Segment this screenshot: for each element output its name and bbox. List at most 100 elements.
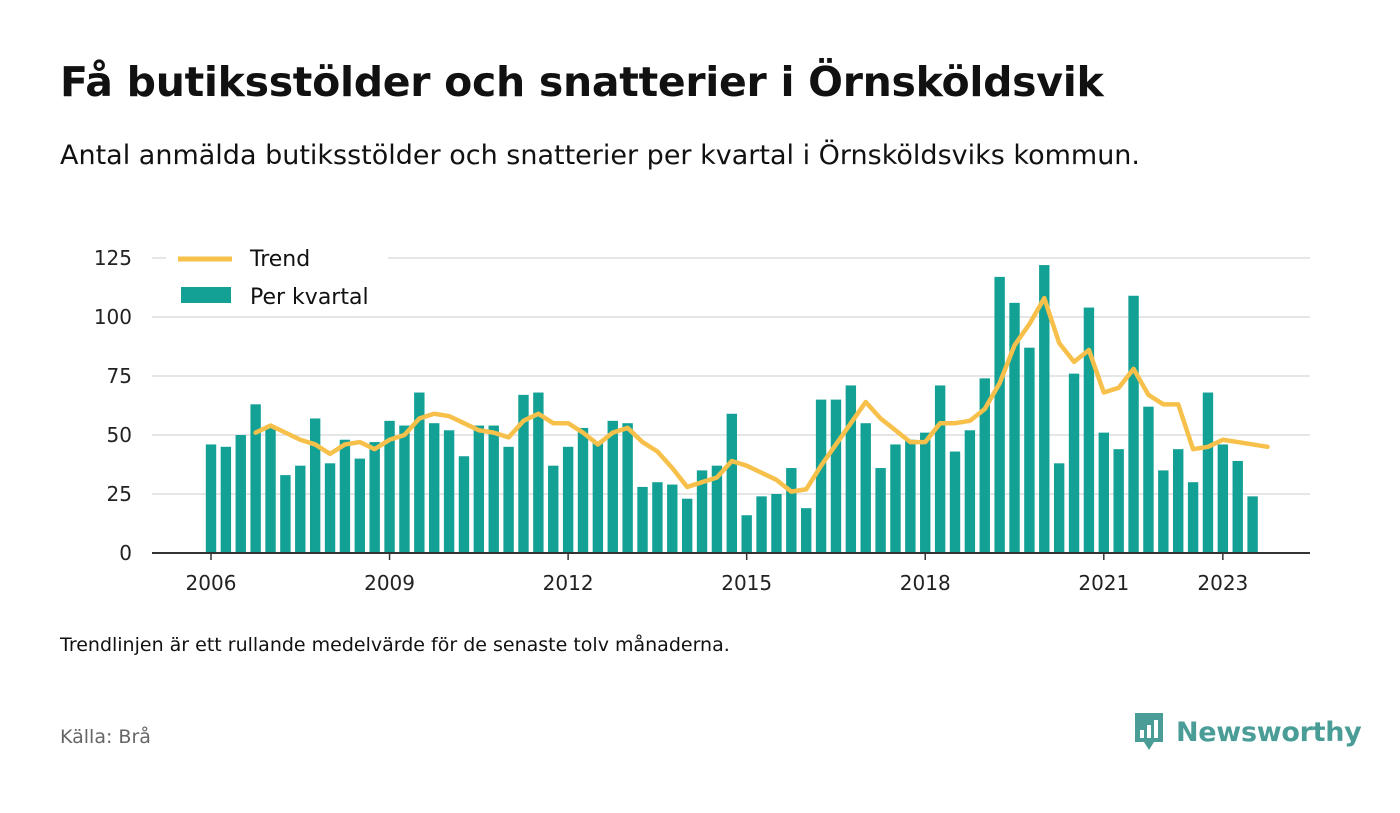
- bar: [205, 444, 217, 553]
- bar: [920, 432, 931, 553]
- bar: [324, 463, 336, 553]
- bar: [518, 394, 529, 553]
- newsworthy-wordmark: Newsworthy: [1176, 716, 1362, 748]
- newsworthy-logo-icon: [1135, 713, 1163, 750]
- bar: [1247, 496, 1258, 553]
- bar: [488, 425, 499, 553]
- bar: [1187, 482, 1199, 553]
- newsworthy-brand: Newsworthy: [1132, 710, 1362, 754]
- x-tick-label: 2009: [364, 571, 415, 595]
- bar: [339, 439, 351, 553]
- bar: [1217, 444, 1229, 553]
- bar: [235, 435, 246, 553]
- bar: [860, 423, 871, 553]
- bar: [771, 494, 782, 553]
- x-tick-label: 2012: [543, 571, 594, 595]
- bar: [741, 515, 752, 553]
- trend-note: Trendlinjen är ett rullande medelvärde f…: [60, 634, 730, 656]
- bar: [309, 418, 321, 553]
- bar: [815, 399, 827, 553]
- x-tick-label: 2006: [186, 571, 237, 595]
- bar: [890, 444, 901, 553]
- trend-line: [253, 295, 1270, 494]
- y-tick-label: 50: [107, 423, 132, 447]
- bar: [1232, 460, 1243, 553]
- bar: [414, 392, 425, 553]
- bar: [652, 482, 663, 553]
- bar: [637, 486, 648, 553]
- bar: [443, 430, 455, 553]
- bar: [1053, 463, 1065, 553]
- y-tick-label: 25: [107, 482, 132, 506]
- bar: [220, 446, 232, 553]
- bar: [265, 427, 276, 553]
- bar: [964, 430, 976, 553]
- bar: [845, 385, 857, 553]
- bar: [801, 508, 812, 553]
- bar: [562, 446, 574, 553]
- x-tick-label: 2015: [721, 571, 772, 595]
- bar: [399, 425, 410, 553]
- legend: Trend Per kvartal: [166, 238, 388, 316]
- bar: [979, 378, 990, 553]
- bar: [711, 465, 723, 553]
- legend-bar-swatch: [181, 287, 231, 303]
- bar: [786, 468, 797, 553]
- bar: [830, 399, 842, 553]
- bar: [994, 276, 1005, 553]
- bar: [1158, 470, 1169, 553]
- bar: [295, 465, 306, 553]
- bar: [592, 442, 604, 553]
- x-tick-label: 2021: [1078, 571, 1129, 595]
- y-axis-ticks: 0 25 50 75 100 125: [94, 246, 132, 565]
- bar: [756, 496, 767, 553]
- bar: [1202, 392, 1214, 553]
- bar: [607, 420, 618, 553]
- bar: [1009, 302, 1020, 553]
- bar: [1173, 449, 1184, 553]
- bar: [1068, 373, 1080, 553]
- bar: [1143, 406, 1154, 553]
- bar: [533, 392, 544, 553]
- bar: [949, 451, 961, 553]
- bar: [667, 484, 678, 553]
- bar: [875, 468, 886, 553]
- bar: [726, 413, 737, 553]
- y-tick-label: 75: [107, 364, 132, 388]
- bar: [473, 425, 485, 553]
- y-tick-label: 0: [119, 541, 132, 565]
- bar: [681, 498, 693, 553]
- bar: [934, 385, 946, 553]
- source-label: Källa: Brå: [60, 726, 151, 748]
- x-tick-label: 2018: [900, 571, 951, 595]
- x-tick-label: 2023: [1197, 571, 1248, 595]
- bar: [1128, 295, 1139, 553]
- chart-subtitle: Antal anmälda butiksstölder och snatteri…: [60, 140, 1140, 171]
- bar: [250, 404, 261, 553]
- bar-series: [205, 265, 1258, 553]
- bar: [1039, 265, 1050, 553]
- bar: [384, 420, 395, 553]
- bar: [503, 446, 514, 553]
- bar: [1098, 432, 1109, 553]
- bar: [280, 475, 291, 553]
- bar: [1113, 449, 1124, 553]
- bar: [696, 470, 708, 553]
- bar: [369, 442, 380, 553]
- chart-title: Få butiksstölder och snatterier i Örnskö…: [60, 58, 1104, 106]
- bar: [429, 423, 440, 553]
- legend-bar-label: Per kvartal: [250, 285, 369, 310]
- bar: [354, 458, 365, 553]
- bar: [1083, 307, 1095, 553]
- bar: [458, 456, 470, 553]
- y-tick-label: 100: [94, 305, 132, 329]
- legend-trend-label: Trend: [249, 247, 310, 272]
- bar: [1024, 347, 1035, 553]
- x-axis-ticks: 2006 2009 2012 2015 2018 2021 2023: [186, 553, 1248, 595]
- y-tick-label: 125: [94, 246, 132, 270]
- bar: [548, 465, 559, 553]
- bar: [905, 439, 916, 553]
- bar: [577, 427, 589, 553]
- bar: [622, 423, 633, 553]
